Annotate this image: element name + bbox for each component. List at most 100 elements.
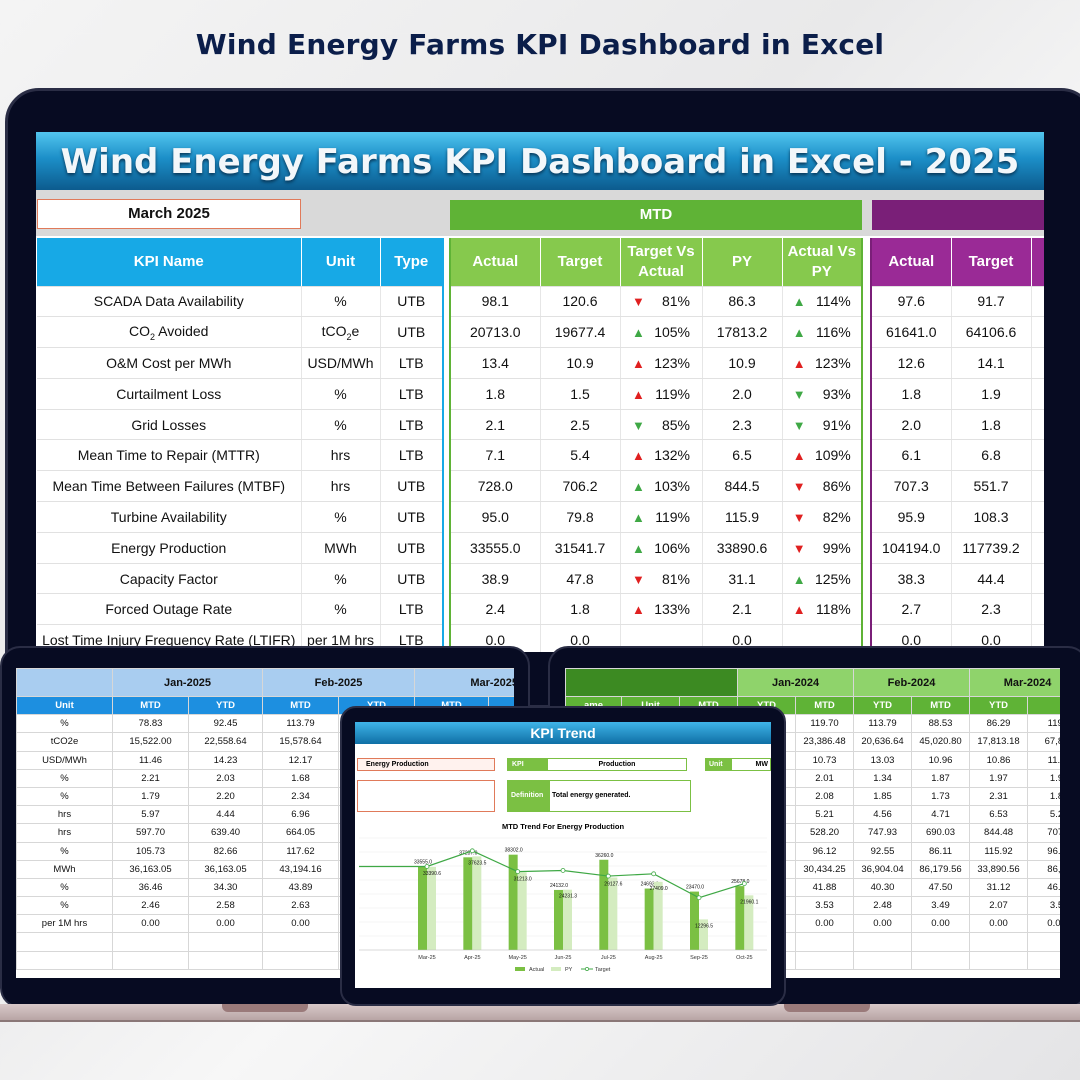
percent-value: 123%	[654, 354, 690, 371]
percent-value: 109%	[814, 447, 851, 464]
table-cell: 12.17	[262, 750, 339, 770]
percent-value: 119%	[655, 385, 690, 402]
table-row: CO2 Avoided tCO2e UTB	[37, 316, 444, 349]
kpi-select-dropdown[interactable]: Energy Production	[357, 758, 495, 771]
legend-label: Target	[595, 967, 611, 973]
target-point	[696, 895, 702, 901]
table-cell: 707.	[1027, 823, 1060, 843]
percent-value: 118%	[815, 601, 851, 618]
table-row: Curtailment Loss% LTB	[37, 378, 444, 410]
table-cell: 5.97	[112, 805, 189, 825]
table-cell: 113.79	[262, 714, 339, 734]
table-cell: %	[16, 877, 113, 898]
type-cell: UTB	[380, 286, 444, 318]
table-cell: 45,020.80	[911, 732, 971, 752]
py-data-label: 31213.0	[514, 876, 532, 882]
table-cell: 4.71	[911, 805, 971, 825]
table-cell: 1.34	[853, 768, 913, 788]
table-row: 95.0 79.8 ▲ 119% 115.9 ▼ 82%	[450, 501, 863, 533]
down-arrow-icon: ▼	[632, 294, 645, 310]
table-cell	[969, 932, 1029, 952]
table-cell	[262, 950, 339, 970]
up-arrow-icon: ▲	[632, 355, 645, 371]
table-cell: 92.55	[853, 841, 913, 861]
ytd-target-cell: 1.9	[951, 378, 1032, 410]
table-cell: 6.53	[969, 805, 1029, 825]
table-row: 2.0 1.8	[871, 409, 1044, 441]
blank-header-cell	[565, 668, 739, 697]
table-cell: 0.00	[188, 914, 263, 934]
kpi-name-cell: Curtailment Loss	[37, 378, 302, 410]
mtd-column-header: Actual Vs PY	[782, 238, 863, 287]
table-cell	[911, 950, 971, 970]
unit-cell: %	[301, 593, 381, 626]
table-cell: 34.30	[188, 877, 263, 898]
table-cell: 1.9	[1027, 768, 1060, 788]
percent-value: 99%	[822, 539, 851, 556]
target-vs-actual-cell: ▼ 81%	[620, 286, 703, 318]
table-cell: 747.93	[853, 823, 913, 843]
py-cell: 2.0	[702, 378, 783, 410]
table-row: Energy Production MWh UTB	[37, 532, 444, 564]
percent-value: 133%	[654, 601, 690, 618]
table-cell: 67,80	[1027, 732, 1060, 752]
x-tick-label: Sep-25	[690, 955, 708, 961]
ytd-actual-cell: 61641.0	[871, 316, 952, 349]
table-cell: %	[16, 714, 113, 734]
actual-data-label: 23470.0	[686, 885, 704, 891]
target-vs-actual-cell: ▲ 133%	[620, 593, 703, 626]
sub-header: YTD	[969, 695, 1029, 716]
table-cell: 0.00	[795, 914, 855, 934]
percent-value: 82%	[822, 508, 851, 525]
target-cell: 706.2	[540, 470, 621, 503]
py-bar	[427, 866, 436, 950]
table-cell	[853, 950, 913, 970]
kpi-info-box	[357, 780, 495, 812]
actual-bar	[599, 859, 609, 950]
kpi-name-cell: Mean Time Between Failures (MTBF)	[37, 470, 302, 503]
up-arrow-icon: ▲	[792, 448, 806, 464]
ytd-actual-cell: 2.7	[871, 593, 952, 626]
percent-value: 132%	[654, 447, 690, 464]
table-row: Capacity Factor% UTB	[37, 563, 444, 595]
kpi-group-value: Production	[547, 758, 687, 771]
percent-value: 103%	[654, 478, 690, 495]
month-header: Mar-2025	[414, 668, 514, 697]
up-arrow-icon: ▲	[632, 540, 645, 556]
ytd-status-cell	[1031, 532, 1044, 564]
table-cell: 2.20	[188, 786, 263, 807]
unit-cell: %	[301, 286, 381, 318]
target-cell: 120.6	[540, 286, 621, 318]
table-cell: 844.48	[969, 823, 1029, 843]
type-cell: LTB	[380, 378, 444, 410]
table-cell: 1.73	[911, 786, 971, 807]
table-cell: 23,386.48	[795, 732, 855, 752]
table-row: Turbine Availability% UTB	[37, 501, 444, 533]
ytd-column-header: Actual	[871, 238, 952, 287]
mtd-column-header: PY	[702, 238, 783, 287]
up-arrow-icon: ▲	[632, 325, 645, 341]
target-vs-actual-cell: ▲ 123%	[620, 347, 703, 379]
percent-value: 114%	[815, 293, 851, 310]
x-tick-label: Aug-25	[645, 955, 663, 961]
percent-value: 123%	[814, 354, 851, 371]
table-cell: 3.5	[1027, 896, 1060, 916]
ytd-status-cell	[1031, 286, 1044, 318]
py-cell: 115.9	[702, 501, 783, 533]
target-vs-actual-cell: ▲ 119%	[620, 501, 703, 533]
actual-bar	[418, 866, 427, 950]
target-cell: 1.8	[540, 593, 621, 626]
month-header: Jan-2025	[112, 668, 263, 697]
table-cell: 36,904.04	[853, 859, 913, 879]
table-row: 2.4 1.8 ▲ 133% 2.1 ▲ 118%	[450, 593, 863, 626]
ytd-column-header	[1031, 238, 1044, 287]
month-selector[interactable]: March 2025	[37, 199, 301, 229]
table-cell: 2.58	[188, 896, 263, 916]
kpi-group-label: KPI Group	[507, 758, 547, 779]
table-cell: 1.8	[1027, 786, 1060, 807]
table-cell: 86.29	[969, 714, 1029, 734]
ytd-target-cell: 6.8	[951, 439, 1032, 472]
table-cell: 36,163.05	[112, 859, 189, 879]
table-cell: 86,179.56	[911, 859, 971, 879]
target-vs-actual-cell: ▲ 119%	[620, 378, 703, 410]
